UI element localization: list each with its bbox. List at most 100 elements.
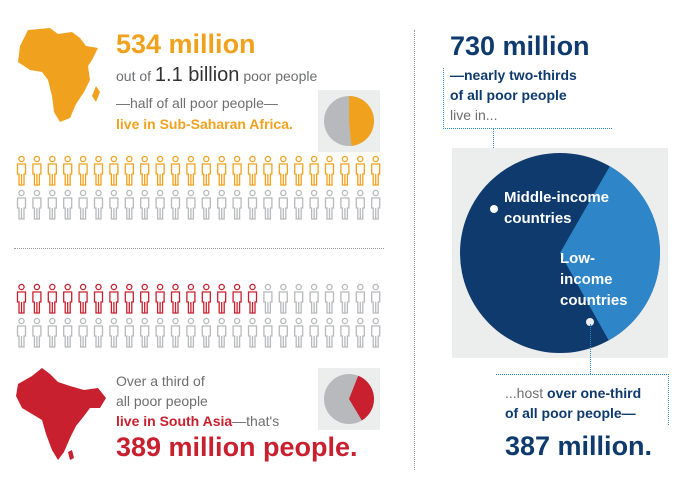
person-icon: [340, 317, 350, 348]
person-icon: [232, 317, 242, 348]
person-icon: [32, 155, 42, 186]
foot-pre: ...host: [505, 385, 544, 401]
person-icon: [201, 189, 211, 220]
person-icon: [309, 155, 319, 186]
person-icon: [170, 189, 181, 220]
section-divider: [14, 248, 384, 249]
bottom-callout-leader: [590, 324, 591, 374]
south-asia-map-icon: [16, 368, 106, 460]
person-icon: [78, 189, 88, 220]
person-icon: [371, 155, 381, 186]
person-icon: [324, 155, 335, 186]
person-icon: [109, 317, 119, 348]
person-icon: [309, 283, 319, 314]
middleincome-line2: of all poor people: [450, 87, 567, 103]
person-icon: [324, 317, 335, 348]
top-callout-bracket: [443, 68, 612, 129]
person-icon: [124, 283, 134, 314]
southasia-headline: 389 million people.: [116, 432, 358, 462]
person-icon: [278, 283, 288, 314]
person-icon: [263, 155, 273, 186]
africa-line3: live in Sub-Saharan Africa.: [116, 116, 293, 132]
southasia-share-slice: [349, 375, 374, 421]
middleincome-line1: —nearly two-thirds: [450, 67, 577, 83]
person-icon: [93, 283, 104, 314]
person-icon: [16, 189, 27, 220]
person-icon: [124, 317, 134, 348]
person-icon: [93, 317, 104, 348]
foot-line2: of all poor people—: [505, 405, 636, 421]
person-icon: [201, 283, 211, 314]
person-icon: [16, 155, 27, 186]
person-icon: [294, 189, 304, 220]
person-icon: [32, 189, 42, 220]
foot-line1: ...host over one-third: [505, 384, 641, 403]
person-icon: [217, 189, 227, 220]
person-icon: [32, 283, 42, 314]
africa-share-slice: [349, 96, 375, 146]
person-icon: [63, 189, 73, 220]
southasia-people-icons: [16, 283, 381, 348]
person-icon: [201, 155, 211, 186]
person-icon: [263, 283, 273, 314]
person-icon: [340, 189, 350, 220]
africa-map-icon: [18, 28, 100, 122]
person-icon: [124, 155, 134, 186]
person-icon: [247, 155, 258, 186]
africa-line1-big: 1.1 billion: [154, 64, 240, 86]
person-icon: [47, 189, 57, 220]
person-icon: [355, 317, 365, 348]
person-icon: [140, 317, 150, 348]
person-icon: [63, 317, 73, 348]
person-icon: [186, 317, 196, 348]
person-icon: [278, 189, 288, 220]
africa-line1-post: poor people: [243, 68, 318, 84]
person-icon: [309, 317, 319, 348]
africa-share-pie: [324, 96, 375, 146]
southasia-share-pie: [324, 374, 374, 424]
person-icon: [63, 155, 73, 186]
person-icon: [16, 317, 27, 348]
africa-headline: 534 million: [116, 29, 256, 59]
person-icon: [32, 317, 42, 348]
person-icon: [155, 317, 165, 348]
pie-label-middle: Middle-income countries: [504, 189, 610, 227]
person-icon: [186, 189, 196, 220]
southasia-line2: all poor people: [116, 393, 208, 409]
person-icon: [340, 283, 350, 314]
person-icon: [340, 155, 350, 186]
person-icon: [93, 189, 104, 220]
person-icon: [170, 155, 181, 186]
person-icon: [247, 283, 258, 314]
middle-income-marker: [490, 205, 498, 213]
person-icon: [309, 189, 319, 220]
person-icon: [63, 283, 73, 314]
southasia-share-card: [318, 368, 380, 430]
person-icon: [170, 283, 181, 314]
person-icon: [124, 189, 134, 220]
person-icon: [186, 283, 196, 314]
foot-headline: 387 million.: [505, 431, 653, 461]
africa-share-card: [318, 90, 380, 152]
person-icon: [324, 283, 335, 314]
foot-emph: over one-third: [547, 385, 642, 401]
pie-label-low: Low- income countries: [560, 250, 628, 309]
person-icon: [47, 155, 57, 186]
person-icon: [78, 317, 88, 348]
person-icon: [263, 317, 273, 348]
southasia-line1: Over a third of: [116, 373, 205, 389]
person-icon: [355, 283, 365, 314]
person-icon: [232, 155, 242, 186]
person-icon: [355, 189, 365, 220]
person-icon: [93, 155, 104, 186]
person-icon: [278, 155, 288, 186]
middleincome-line3: live in...: [450, 107, 498, 123]
person-icon: [47, 283, 57, 314]
middleincome-headline: 730 million: [450, 31, 590, 61]
person-icon: [355, 155, 365, 186]
person-icon: [294, 317, 304, 348]
person-icon: [371, 189, 381, 220]
person-icon: [278, 317, 288, 348]
person-icon: [109, 155, 119, 186]
person-icon: [247, 189, 258, 220]
